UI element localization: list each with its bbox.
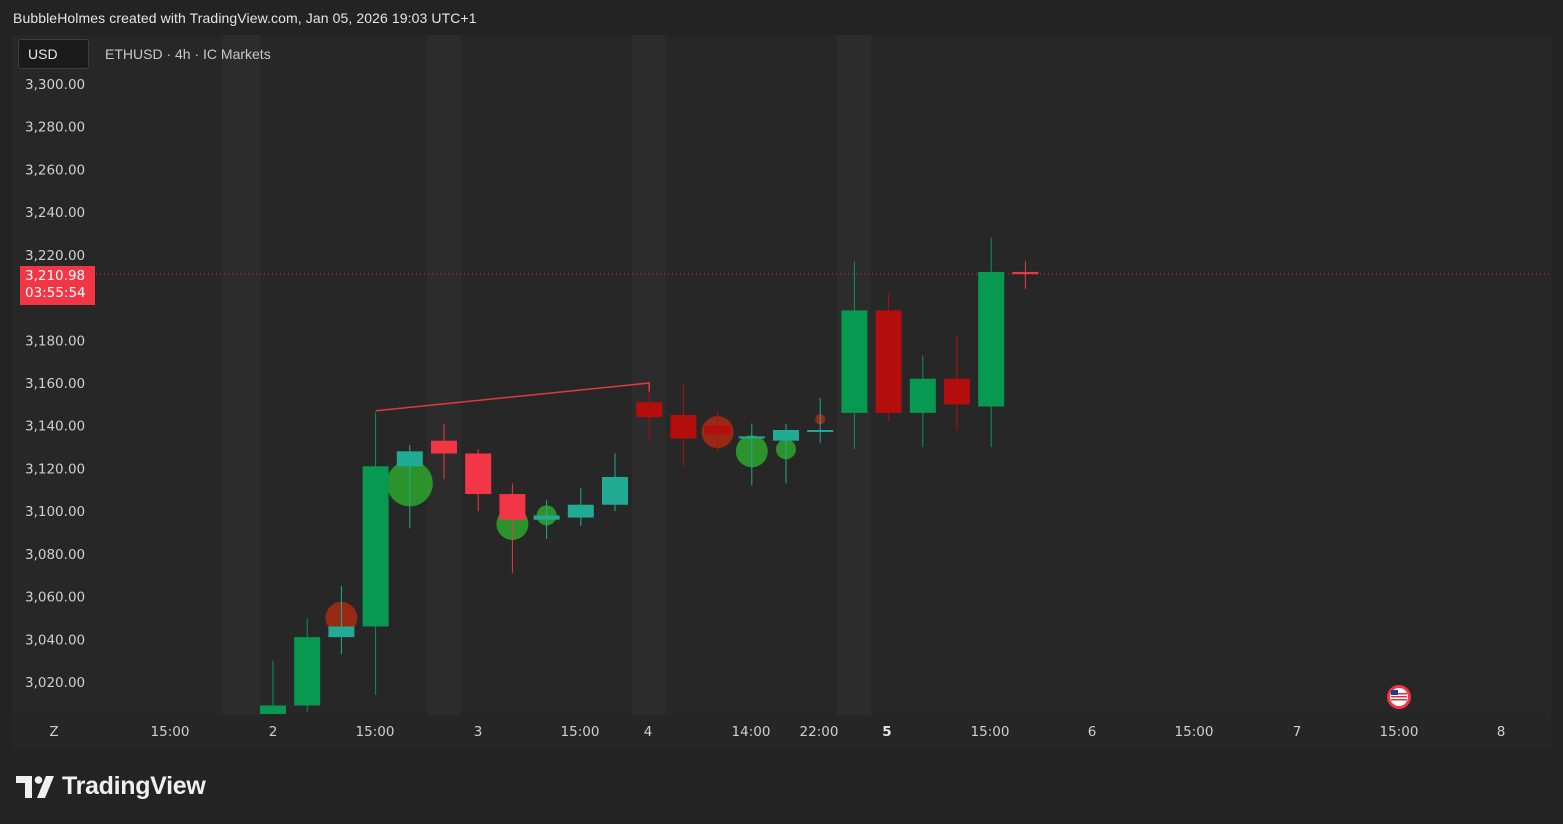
- chart-credit-text: BubbleHolmes created with TradingView.co…: [13, 10, 477, 26]
- candle-body: [704, 425, 731, 435]
- candle-body: [636, 402, 663, 418]
- x-tick-label: 3: [474, 724, 483, 740]
- session-band-2: [632, 35, 666, 715]
- candle-body: [602, 476, 628, 505]
- candle-body: [465, 453, 492, 495]
- session-band-1: [427, 35, 461, 715]
- candle-body: [875, 310, 902, 413]
- candle-body: [533, 515, 560, 520]
- trendline: [375, 382, 650, 412]
- y-tick-label: 3,260.00: [25, 162, 85, 178]
- candle-body: [738, 436, 765, 439]
- tradingview-brand: TradingView: [16, 772, 206, 801]
- candle-body: [909, 378, 936, 413]
- y-tick-label: 3,180.00: [25, 333, 85, 349]
- y-tick-label: 3,240.00: [25, 205, 85, 221]
- candle-body: [841, 310, 868, 413]
- flag-stripe: [1391, 699, 1407, 701]
- y-tick-label: 3,080.00: [25, 547, 85, 563]
- candle-body: [978, 271, 1005, 407]
- candle-body: [499, 494, 526, 520]
- x-tick-label: 22:00: [800, 724, 839, 740]
- candle-body: [362, 466, 389, 627]
- bar-countdown: 03:55:54: [25, 285, 86, 301]
- x-tick-label: 8: [1497, 724, 1506, 740]
- x-tick-label: 15:00: [1175, 724, 1214, 740]
- x-tick-label: 15:00: [151, 724, 190, 740]
- x-tick-label: 15:00: [971, 724, 1010, 740]
- y-tick-label: 3,040.00: [25, 632, 85, 648]
- candle-body: [294, 637, 321, 706]
- candle-body: [670, 415, 697, 439]
- x-tick-label: 15:00: [356, 724, 395, 740]
- candle-body: [807, 429, 834, 432]
- y-tick-label: 3,160.00: [25, 376, 85, 392]
- candle-body: [396, 451, 423, 467]
- x-tick-label: 4: [644, 724, 653, 740]
- x-tick-label: 15:00: [1380, 724, 1419, 740]
- session-band-0: [222, 35, 260, 715]
- x-tick-label: 2: [269, 724, 278, 740]
- y-tick-label: 3,220.00: [25, 248, 85, 264]
- y-tick-label: 3,300.00: [25, 77, 85, 93]
- last-price-value: 3,210.98: [25, 268, 86, 284]
- x-tick-label: 6: [1088, 724, 1097, 740]
- x-tick-label: 15:00: [561, 724, 600, 740]
- candle-body: [431, 440, 457, 454]
- symbol-info-label: ETHUSD · 4h · IC Markets: [105, 46, 271, 62]
- last-price-tag: 3,210.98 03:55:54: [20, 266, 95, 305]
- tradingview-logo-icon: [16, 775, 54, 798]
- candle-body: [567, 504, 594, 518]
- brand-name: TradingView: [62, 772, 206, 800]
- currency-button[interactable]: USD: [18, 39, 89, 69]
- candle-body: [773, 429, 799, 441]
- y-tick-label: 3,100.00: [25, 504, 85, 520]
- x-tick-label: 14:00: [732, 724, 771, 740]
- us-flag-event-icon: [1387, 685, 1411, 709]
- y-tick-label: 3,140.00: [25, 419, 85, 435]
- candle-body: [944, 378, 970, 405]
- flag-canton: [1391, 690, 1398, 695]
- x-tick-label: 7: [1293, 724, 1302, 740]
- candle-body: [328, 626, 355, 638]
- chart-area[interactable]: 3,300.00 3,280.00 3,260.00 3,240.00 3,220.00…: [12, 35, 1551, 749]
- y-tick-label: 3,020.00: [25, 675, 85, 691]
- y-tick-label: 3,120.00: [25, 461, 85, 477]
- y-tick-label: 3,280.00: [25, 120, 85, 136]
- x-tick-label: Z: [49, 724, 58, 740]
- candle-body: [260, 705, 286, 715]
- flag-stripe: [1391, 693, 1407, 695]
- flag-stripe: [1391, 696, 1407, 698]
- time-axis-bg: [12, 715, 1551, 749]
- candle-body: [1012, 271, 1039, 275]
- candlestick-chart[interactable]: 3,300.00 3,280.00 3,260.00 3,240.00 3,220.00…: [12, 35, 1551, 749]
- y-tick-label: 3,060.00: [25, 590, 85, 606]
- x-tick-label: 5: [882, 724, 891, 740]
